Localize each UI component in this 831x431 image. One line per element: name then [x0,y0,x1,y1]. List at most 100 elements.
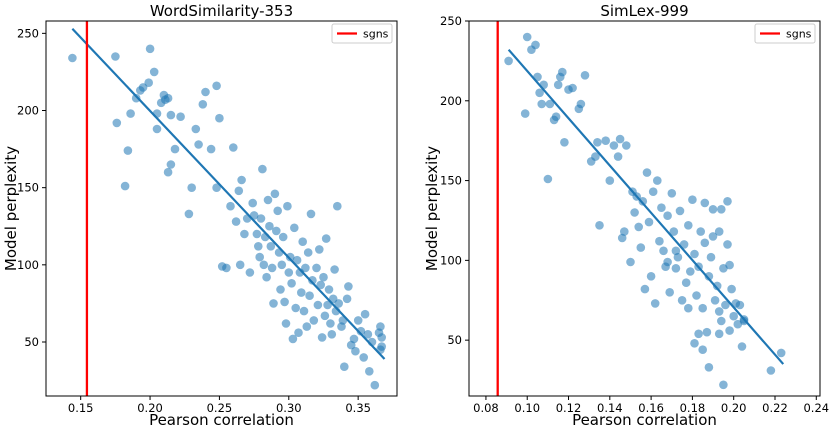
fit-line [507,48,785,365]
plot-frame [468,20,821,397]
scatter-point [537,99,546,109]
scatter-point [163,167,173,177]
scatter-point [272,226,281,236]
scatter-point [648,187,658,196]
scatter-point [717,205,726,214]
scatter-point [721,300,730,310]
x-axis-ticks: 0.08 0.10 0.12 0.14 0.16 0.18 0.20 0.22 0.24 [473,396,829,415]
scatter-point [277,260,287,270]
scatter-point [543,174,553,184]
scatter-point [580,71,590,80]
scatter-point [634,222,643,232]
scatter-point [316,280,326,290]
y-tick-label: 50 [24,335,39,349]
scatter-point [263,195,273,205]
scatter-point [688,195,697,204]
scatter-point [215,113,224,123]
scatter-point [187,183,196,192]
scatter-point [149,67,159,77]
scatter-point [253,242,263,251]
scatter-point [593,138,602,147]
scatter-point [360,309,370,319]
scatter-point [671,264,681,273]
x-tick-label: 0.15 [68,401,94,415]
scatter-point [723,197,732,206]
scatter-point [535,88,544,98]
scatter-point [653,176,662,185]
scatter-point [270,189,280,199]
scatter-point [591,152,600,161]
scatter-point [377,333,387,342]
scatter-point [321,234,331,243]
scatter-point [638,197,648,206]
fit-line [71,27,386,360]
scatter-point [644,217,654,227]
scatter-point [646,272,656,281]
legend-box [331,23,393,44]
scatter-point [376,322,385,331]
scatter-point [719,380,728,390]
scatter-point [201,87,210,97]
scatter-point [710,296,720,305]
x-tick-label: 0.20 [721,401,747,415]
scatter-point [377,342,387,351]
scatter-point [176,112,185,121]
scatter-point [605,176,615,185]
scatter-point [704,272,714,281]
scatter-point [558,67,567,77]
y-tick-label: 250 [17,26,39,40]
scatter-point [504,56,513,66]
scatter-point [696,227,705,236]
scatter-point [356,326,366,336]
scatter-point [725,326,734,335]
scatter-point [708,232,718,241]
y-axis-ticks: 50 100 150 200 250 [17,26,46,349]
scatter-point [126,109,135,118]
x-axis-label: Pearson correlation [572,411,717,429]
scatter-point [723,240,732,249]
scatter-point [255,252,264,262]
scatter-point [667,189,677,198]
scatter-point [340,362,349,372]
scatter-point [262,272,271,282]
x-tick-label: 0.30 [276,401,302,415]
x-tick-label: 0.16 [638,401,664,415]
scatter-point [708,205,718,214]
scatter-point [144,78,153,87]
scatter-point [259,260,269,270]
x-tick-label: 0.14 [597,401,623,415]
scatter-point [285,252,295,262]
scatter-point [671,246,681,256]
scatter-point [595,221,604,230]
scatter-point [112,118,122,128]
scatter-point [234,186,244,196]
scatter-point [301,263,310,273]
scatter-point [520,109,530,118]
scatter-point [315,245,324,254]
scatter-point [308,276,317,285]
scatter-point [222,263,231,273]
scatter-point [663,211,672,220]
scatter-point [334,299,344,308]
scatter-point [609,141,619,150]
scatter-point [291,303,301,313]
scatter-point [68,53,77,63]
scatter-point [626,257,635,267]
scatter-point [226,201,235,211]
scatter-point [568,83,577,93]
scatter-point [323,300,332,310]
plot-frame [45,20,398,397]
scatter-point [245,268,255,277]
x-tick-label: 0.20 [137,401,163,415]
scatter-point [288,334,298,344]
scatter-point [700,198,710,208]
x-tick-label: 0.35 [345,401,371,415]
scatter-point [237,175,246,185]
scatter-point [306,209,316,219]
scatter-point [258,164,267,174]
scatter-point [669,227,679,236]
scatter-point [702,327,712,337]
chart-panel-wordsimilarity: WordSimilarity-353 0.15 0.20 0.25 0.30 0.35 … [2,2,398,429]
y-tick-label: 250 [440,14,462,28]
scatter-point [305,291,314,301]
